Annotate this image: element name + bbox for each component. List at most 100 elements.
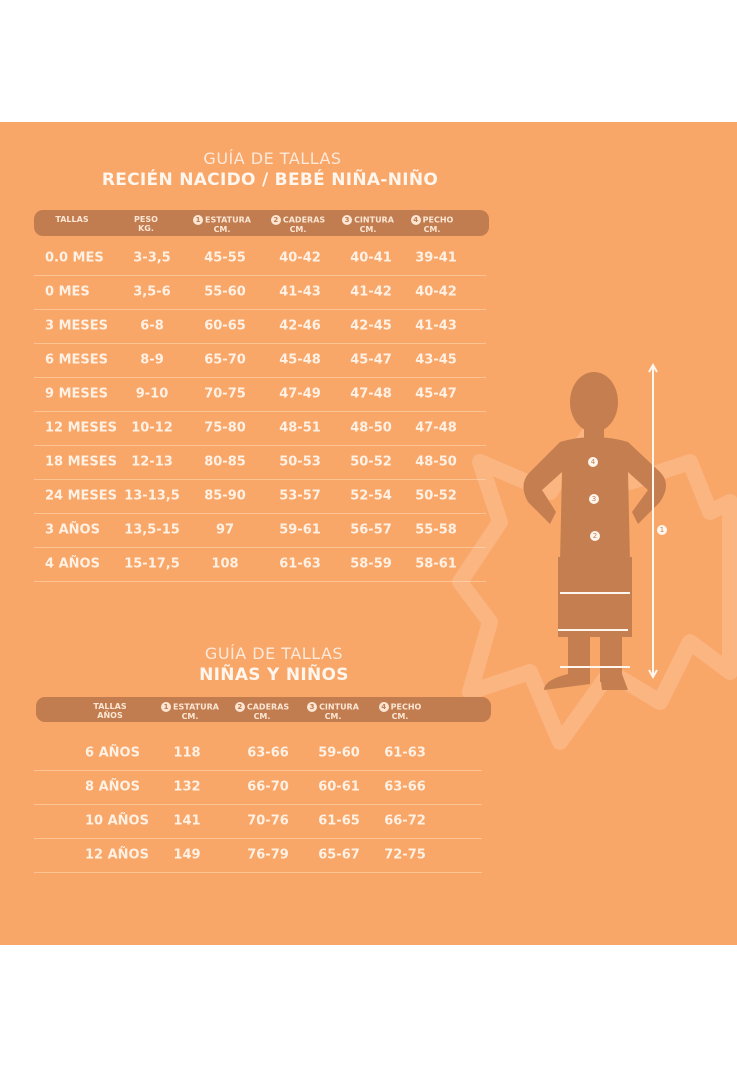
table-cell: 40-42	[415, 284, 457, 300]
measure-number-icon: 4	[378, 702, 389, 712]
table-cell: 6-8	[140, 318, 164, 334]
table-row: 3 AÑOS 13,5-15 97 59-61 56-57 55-58	[34, 513, 486, 548]
table-cell: 63-66	[247, 745, 289, 761]
table-cell: 9-10	[135, 386, 169, 402]
table-cell: 58-59	[350, 556, 392, 572]
header-unit: CM.	[423, 225, 441, 234]
table-cell: 60-65	[204, 318, 246, 334]
table-header-cell: 1 ESTATURA CM.	[182, 215, 262, 234]
header-label: PESO	[134, 215, 158, 224]
header-label: CADERAS	[246, 702, 290, 712]
table-header-cell: TALLAS AÑOS	[70, 702, 150, 720]
header-unit: KG.	[138, 224, 154, 233]
table-cell: 3 MESES	[45, 318, 108, 334]
table-cell: 45-47	[350, 352, 392, 368]
kids-guide-title-bold: NIÑAS Y NIÑOS	[199, 665, 349, 685]
table-cell: 61-63	[384, 745, 426, 761]
table-cell: 80-85	[204, 454, 246, 470]
header-label-line: 2 CADERAS	[222, 702, 302, 712]
table-cell: 45-47	[415, 386, 457, 402]
kids-table-header	[36, 697, 491, 722]
table-cell: 43-45	[415, 352, 457, 368]
table-cell: 42-46	[279, 318, 321, 334]
table-cell: 108	[211, 556, 239, 572]
table-header-cell: 2 CADERAS CM.	[222, 702, 302, 721]
table-cell: 52-54	[350, 488, 392, 504]
table-cell: 24 MESES	[45, 488, 118, 504]
header-label-line: PESO	[106, 215, 186, 224]
table-cell: 13-13,5	[124, 488, 180, 504]
size-guide-panel: GUÍA DE TALLAS RECIÉN NACIDO / BEBÉ NIÑA…	[0, 122, 737, 945]
header-label: TALLAS	[93, 702, 127, 711]
table-cell: 0.0 MES	[45, 250, 104, 266]
table-cell: 70-75	[204, 386, 246, 402]
measure-marker: 2	[590, 531, 600, 541]
measure-number-icon: 2	[234, 702, 245, 712]
table-cell: 58-61	[415, 556, 457, 572]
table-cell: 13,5-15	[124, 522, 180, 538]
table-cell: 10 AÑOS	[85, 813, 149, 829]
table-cell: 55-60	[204, 284, 246, 300]
table-cell: 15-17,5	[124, 556, 180, 572]
table-cell: 42-45	[350, 318, 392, 334]
table-header-cell: PESO KG.	[106, 215, 186, 233]
table-cell: 97	[215, 522, 235, 538]
table-cell: 118	[173, 745, 201, 761]
table-cell: 18 MESES	[45, 454, 118, 470]
measure-marker: 4	[588, 457, 598, 467]
table-cell: 10-12	[131, 420, 173, 436]
measure-marker: 3	[589, 494, 599, 504]
measure-marker: 1	[657, 525, 667, 535]
table-cell: 56-57	[350, 522, 392, 538]
header-unit: CM.	[324, 712, 342, 721]
table-header-cell: 4 PECHO CM.	[360, 702, 440, 721]
table-cell: 59-61	[279, 522, 321, 538]
table-cell: 3 AÑOS	[45, 522, 100, 538]
header-label-line: TALLAS	[70, 702, 150, 711]
table-row: 12 AÑOS 149 76-79 65-67 72-75	[34, 838, 482, 873]
baby-guide-title-bold: RECIÉN NACIDO / BEBÉ NIÑA-NIÑO	[101, 170, 439, 190]
measure-number-icon: 4	[410, 215, 421, 225]
header-label: PECHO	[422, 215, 454, 225]
header-label: CINTURA	[354, 215, 394, 225]
measure-number-icon: 3	[307, 702, 318, 712]
table-cell: 12-13	[131, 454, 173, 470]
table-cell: 66-72	[384, 813, 426, 829]
header-label: CINTURA	[319, 702, 359, 712]
table-cell: 65-67	[318, 847, 360, 863]
table-row: 18 MESES 12-13 80-85 50-53 50-52 48-50	[34, 445, 486, 480]
table-cell: 4 AÑOS	[45, 556, 100, 572]
table-row: 3 MESES 6-8 60-65 42-46 42-45 41-43	[34, 309, 486, 344]
table-cell: 63-66	[384, 779, 426, 795]
header-unit: CM.	[181, 712, 199, 721]
table-cell: 48-50	[350, 420, 392, 436]
table-cell: 75-80	[204, 420, 246, 436]
table-cell: 6 MESES	[45, 352, 108, 368]
table-header-cell: 1 ESTATURA CM.	[150, 702, 230, 721]
table-cell: 85-90	[204, 488, 246, 504]
header-label-line: 1 ESTATURA	[182, 215, 262, 225]
table-cell: 41-42	[350, 284, 392, 300]
table-cell: 61-65	[318, 813, 360, 829]
table-cell: 72-75	[384, 847, 426, 863]
header-label-line: 2 CADERAS	[258, 215, 338, 225]
height-arrow	[648, 362, 658, 680]
table-row: 6 MESES 8-9 65-70 45-48 45-47 43-45	[34, 343, 486, 378]
table-cell: 8-9	[140, 352, 164, 368]
baby-guide-title-light: GUÍA DE TALLAS	[203, 149, 342, 168]
table-cell: 12 MESES	[45, 420, 118, 436]
table-cell: 47-48	[350, 386, 392, 402]
header-label-line: 3 CINTURA	[328, 215, 408, 225]
table-cell: 9 MESES	[45, 386, 108, 402]
table-row: 10 AÑOS 141 70-76 61-65 66-72	[34, 804, 482, 839]
table-header-cell: 4 PECHO CM.	[392, 215, 472, 234]
table-cell: 47-48	[415, 420, 457, 436]
table-header-cell: 3 CINTURA CM.	[293, 702, 373, 721]
header-unit: CM.	[213, 225, 231, 234]
header-unit: CM.	[391, 712, 409, 721]
table-cell: 3-3,5	[133, 250, 171, 266]
table-cell: 61-63	[279, 556, 321, 572]
table-row: 6 AÑOS 118 63-66 59-60 61-63	[34, 736, 482, 771]
table-header-cell: 3 CINTURA CM.	[328, 215, 408, 234]
table-row: 0 MES 3,5-6 55-60 41-43 41-42 40-42	[34, 275, 486, 310]
